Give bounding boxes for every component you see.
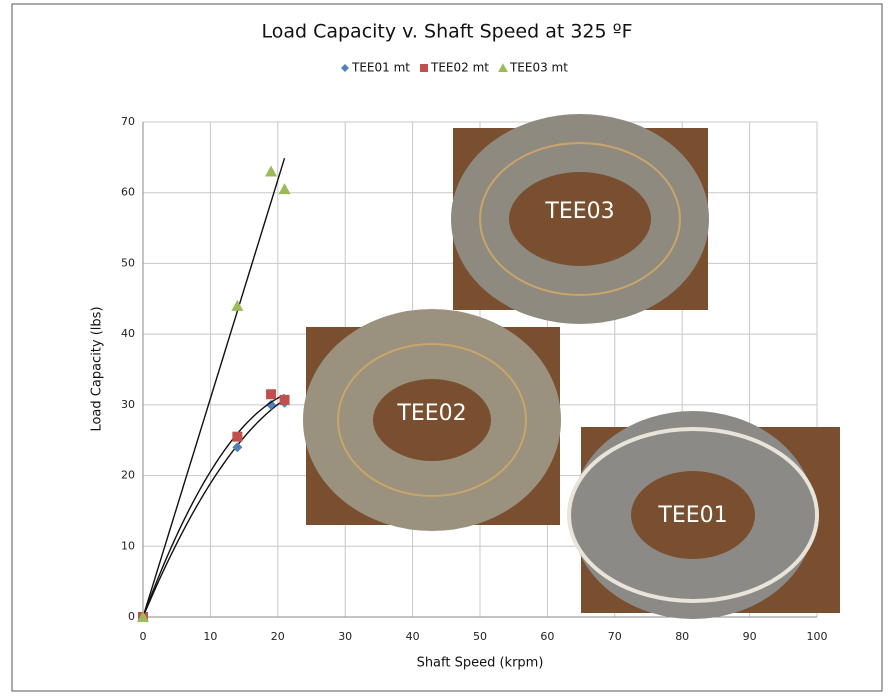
x-axis-label: Shaft Speed (krpm) <box>417 656 544 671</box>
photo-inset: TEE02 <box>306 327 560 525</box>
x-tick-label: 40 <box>406 630 420 643</box>
legend-label: TEE01 mt <box>351 61 410 75</box>
y-tick-label: 70 <box>121 115 135 128</box>
legend-label: TEE02 mt <box>430 61 489 75</box>
inset-label: TEE03 <box>544 199 614 224</box>
y-tick-label: 40 <box>121 327 135 340</box>
photo-inset: TEE01 <box>569 427 840 613</box>
x-tick-label: 10 <box>203 630 217 643</box>
y-axis-label: Load Capacity (lbs) <box>90 306 105 431</box>
legend-item: TEE02 mt <box>420 61 489 75</box>
y-tick-label: 30 <box>121 398 135 411</box>
marker <box>266 389 276 399</box>
legend-marker <box>420 64 428 72</box>
legend: TEE01 mt TEE02 mt TEE03 mt <box>341 61 568 75</box>
x-tick-label: 50 <box>473 630 487 643</box>
y-tick-label: 10 <box>121 539 135 552</box>
x-tick-label: 0 <box>140 630 147 643</box>
legend-item: TEE01 mt <box>341 61 410 75</box>
legend-label: TEE03 mt <box>509 61 568 75</box>
inset-label: TEE02 <box>396 401 466 426</box>
x-tick-label: 60 <box>540 630 554 643</box>
y-tick-label: 0 <box>128 610 135 623</box>
marker <box>232 432 242 442</box>
x-tick-label: 70 <box>608 630 622 643</box>
y-tick-label: 20 <box>121 469 135 482</box>
x-tick-label: 80 <box>675 630 689 643</box>
chart-title: Load Capacity v. Shaft Speed at 325 ºF <box>261 21 632 43</box>
y-tick-label: 50 <box>121 256 135 269</box>
chart: Load Capacity v. Shaft Speed at 325 ºF S… <box>0 0 894 692</box>
inset-label: TEE01 <box>657 503 727 528</box>
x-tick-label: 30 <box>338 630 352 643</box>
x-tick-label: 20 <box>271 630 285 643</box>
photo-inset: TEE03 <box>453 128 708 310</box>
marker <box>280 395 290 405</box>
x-tick-label: 100 <box>807 630 828 643</box>
y-tick-label: 60 <box>121 186 135 199</box>
x-tick-label: 90 <box>743 630 757 643</box>
